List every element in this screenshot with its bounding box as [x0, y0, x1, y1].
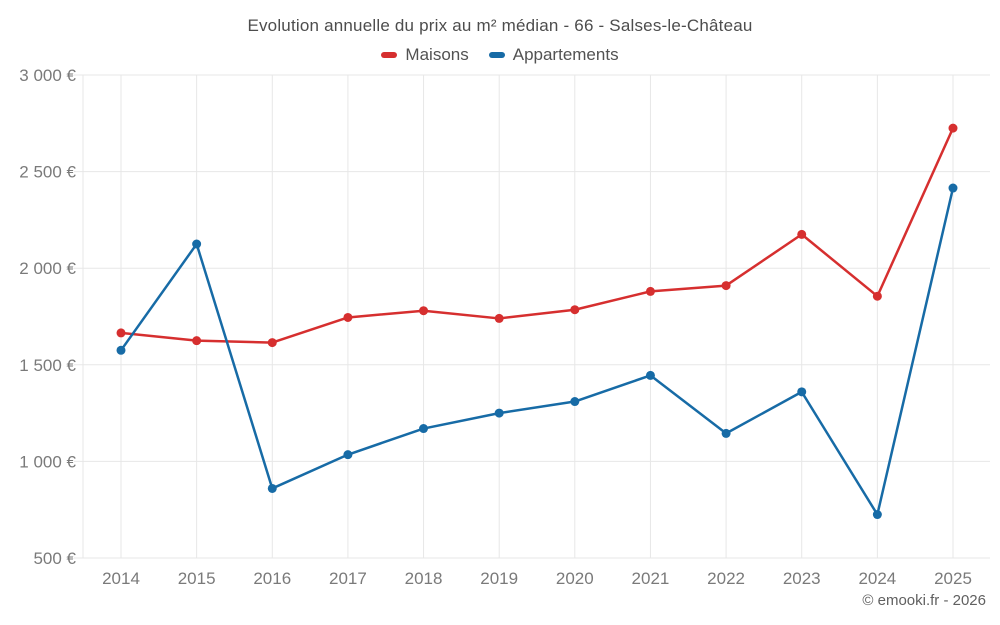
maisons-legend-marker-icon: [381, 52, 398, 58]
data-point-maisons-2022[interactable]: [721, 281, 731, 291]
appartements-legend-marker-icon: [488, 52, 505, 58]
legend-item-appartements[interactable]: Appartements: [488, 45, 619, 65]
data-point-maisons-2023[interactable]: [797, 229, 807, 239]
data-point-appartements-2023[interactable]: [797, 387, 807, 397]
x-tick-label: 2018: [405, 569, 443, 588]
legend-item-maisons[interactable]: Maisons: [381, 45, 469, 65]
y-tick-label: 1 500 €: [19, 356, 76, 375]
x-tick-label: 2021: [632, 569, 670, 588]
data-point-appartements-2019[interactable]: [494, 408, 504, 418]
x-tick-label: 2025: [934, 569, 972, 588]
data-point-maisons-2019[interactable]: [494, 313, 504, 323]
legend-label-appartements: Appartements: [512, 45, 619, 64]
y-tick-label: 1 000 €: [19, 452, 76, 471]
y-tick-label: 2 500 €: [19, 163, 76, 182]
x-tick-label: 2024: [858, 569, 896, 588]
data-point-appartements-2016[interactable]: [267, 483, 277, 493]
data-point-appartements-2020[interactable]: [570, 397, 580, 407]
x-tick-label: 2019: [480, 569, 518, 588]
x-tick-label: 2014: [102, 569, 140, 588]
x-tick-label: 2022: [707, 569, 745, 588]
x-tick-label: 2017: [329, 569, 367, 588]
x-tick-label: 2016: [253, 569, 291, 588]
data-point-maisons-2016[interactable]: [267, 338, 277, 348]
data-point-appartements-2024[interactable]: [872, 510, 882, 520]
data-point-maisons-2018[interactable]: [419, 306, 429, 316]
y-tick-label: 3 000 €: [19, 66, 76, 85]
data-point-appartements-2021[interactable]: [645, 370, 655, 380]
data-point-maisons-2024[interactable]: [872, 291, 882, 301]
chart-legend: Maisons Appartements: [0, 45, 1000, 65]
maisons-series-line: [119, 126, 955, 344]
data-point-maisons-2020[interactable]: [570, 305, 580, 315]
data-point-maisons-2025[interactable]: [948, 123, 958, 133]
data-point-appartements-2022[interactable]: [721, 428, 731, 438]
data-point-appartements-2025[interactable]: [948, 183, 958, 193]
x-tick-label: 2023: [783, 569, 821, 588]
data-point-appartements-2017[interactable]: [343, 450, 353, 460]
y-tick-label: 2 000 €: [19, 259, 76, 278]
appartements-series-line: [119, 186, 955, 516]
y-tick-label: 500 €: [33, 549, 76, 568]
data-point-maisons-2015[interactable]: [192, 336, 202, 346]
data-point-maisons-2014[interactable]: [116, 328, 126, 338]
legend-label-maisons: Maisons: [405, 45, 469, 64]
data-point-maisons-2021[interactable]: [645, 286, 655, 296]
data-point-appartements-2018[interactable]: [419, 424, 429, 434]
data-point-appartements-2014[interactable]: [116, 345, 126, 355]
data-point-appartements-2015[interactable]: [192, 239, 202, 249]
x-tick-label: 2015: [178, 569, 216, 588]
copyright-footer: © emooki.fr - 2026: [862, 592, 986, 609]
data-point-maisons-2017[interactable]: [343, 312, 353, 322]
x-tick-label: 2020: [556, 569, 594, 588]
chart-title: Evolution annuelle du prix au m² médian …: [247, 16, 753, 35]
